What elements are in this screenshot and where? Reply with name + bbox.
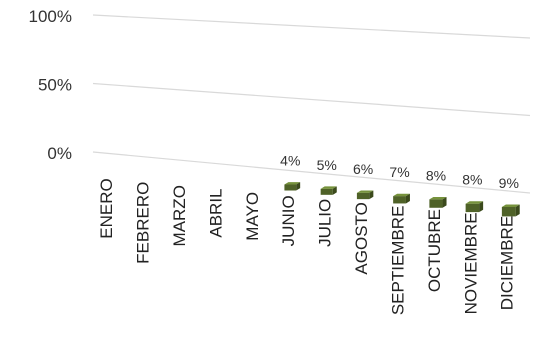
data-label-diciembre: 9%: [499, 175, 519, 191]
y-tick-label: 50%: [38, 76, 72, 95]
gridline-100%: [92, 14, 531, 39]
bar-top-julio: [320, 186, 337, 189]
bar-side-agosto: [369, 190, 374, 200]
data-label-agosto: 6%: [353, 161, 373, 177]
bar-top-diciembre: [501, 204, 520, 207]
bar-julio: [320, 188, 333, 195]
y-tick-label: 0%: [47, 144, 72, 163]
category-label-marzo: MARZO: [170, 185, 189, 246]
bar-side-septiembre: [405, 193, 410, 204]
category-label-mayo: MAYO: [243, 192, 262, 241]
gridline-50%: [92, 82, 531, 117]
bar-side-julio: [332, 186, 337, 195]
category-label-agosto: AGOSTO: [352, 202, 371, 274]
data-label-septiembre: 7%: [389, 164, 409, 180]
data-label-julio: 5%: [317, 157, 337, 173]
bar-diciembre: [501, 206, 516, 217]
bar-agosto: [356, 192, 370, 200]
bar-side-diciembre: [515, 204, 520, 217]
bars: [284, 182, 520, 217]
gridlines: [92, 14, 531, 194]
category-label-enero: ENERO: [97, 178, 116, 238]
category-label-junio: JUNIO: [279, 195, 298, 246]
category-label-noviembre: NOVIEMBRE: [461, 212, 480, 314]
bar-noviembre: [465, 203, 480, 213]
bar-septiembre: [393, 196, 406, 204]
bar-top-octubre: [429, 196, 447, 200]
data-label-octubre: 8%: [426, 167, 446, 183]
bar-junio: [284, 184, 297, 191]
category-label-octubre: OCTUBRE: [425, 209, 444, 292]
category-label-septiembre: SEPTIEMBRE: [388, 206, 407, 316]
bar-top-agosto: [356, 190, 374, 193]
bar-top-septiembre: [393, 193, 410, 197]
data-label-junio: 4%: [280, 153, 300, 169]
data-labels: 4% 5% 6% 7% 8% 8% 9%: [280, 153, 519, 191]
gridline-0%: [92, 151, 531, 194]
x-axis-categories: ENERO FEBRERO MARZO ABRIL MAYO JUNIO JULIO AGOS…: [97, 178, 517, 315]
bar-side-octubre: [442, 196, 447, 208]
bar-top-junio: [284, 182, 301, 185]
y-tick-label: 100%: [29, 7, 72, 26]
bar-top-noviembre: [465, 201, 484, 204]
bar-side-junio: [296, 182, 301, 191]
data-label-noviembre: 8%: [462, 172, 482, 188]
category-label-abril: ABRIL: [206, 188, 225, 237]
category-label-diciembre: DICIEMBRE: [498, 216, 517, 310]
bar-side-noviembre: [479, 201, 484, 213]
y-axis-ticks: 0% 50% 100%: [29, 7, 72, 163]
category-label-febrero: FEBRERO: [134, 182, 153, 264]
category-label-julio: JULIO: [316, 199, 335, 247]
bar-octubre: [429, 199, 443, 208]
